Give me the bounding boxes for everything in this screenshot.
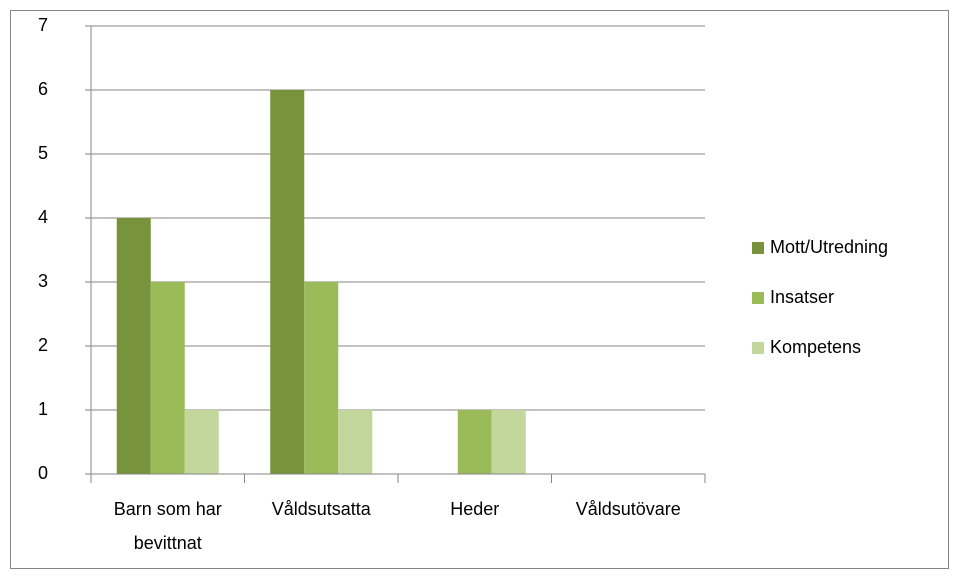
bar (184, 410, 219, 474)
bar (150, 282, 185, 474)
y-tick-label: 5 (38, 143, 48, 163)
y-tick-label: 4 (38, 207, 48, 227)
legend-label: Insatser (770, 287, 834, 307)
bar (491, 410, 526, 474)
y-tick-label: 6 (38, 79, 48, 99)
bar (457, 410, 492, 474)
x-tick-label: Heder (450, 499, 500, 519)
bar (338, 410, 373, 474)
bar (304, 282, 339, 474)
y-tick-label: 1 (38, 399, 48, 419)
x-tick-label: Våldsutsatta (271, 499, 371, 519)
y-tick-label: 0 (38, 463, 48, 483)
y-tick-label: 3 (38, 271, 48, 291)
legend-label: Mott/Utredning (770, 237, 888, 257)
x-tick-label: Våldsutövare (575, 499, 681, 519)
bar (270, 90, 305, 474)
bar (116, 218, 151, 474)
legend-swatch (752, 242, 764, 254)
y-tick-label: 7 (38, 15, 48, 35)
legend-swatch (752, 342, 764, 354)
legend-swatch (752, 292, 764, 304)
y-tick-label: 2 (38, 335, 48, 355)
x-tick-label: Barn som har bevittnat (113, 499, 222, 553)
legend-label: Kompetens (770, 337, 861, 357)
